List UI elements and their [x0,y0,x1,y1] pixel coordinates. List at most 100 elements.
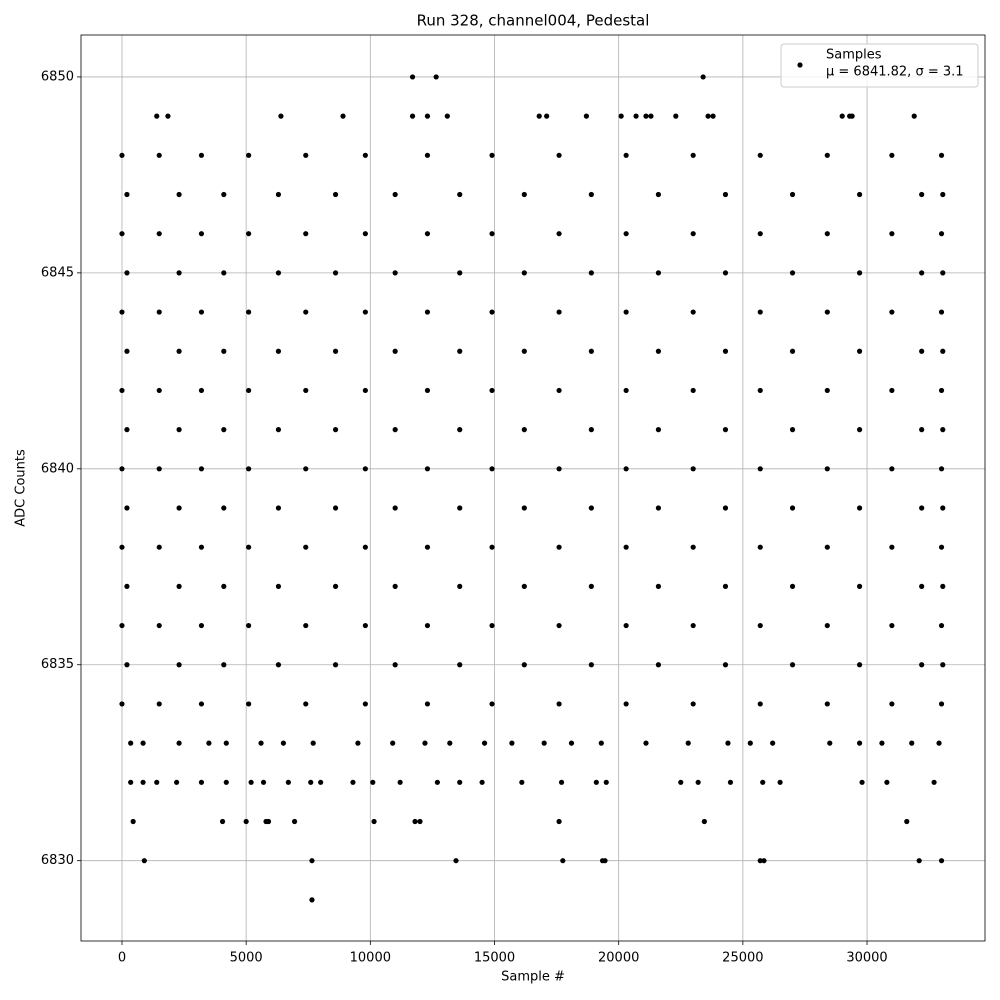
data-point [198,152,205,158]
data-point [165,113,171,119]
data-point [424,387,431,394]
data-point [243,818,249,825]
data-point [757,387,763,394]
data-point [258,740,264,746]
data-point [747,740,753,746]
data-point [588,191,594,198]
data-point [722,270,729,276]
data-point [176,270,182,276]
data-point [722,191,729,198]
data-point [422,740,428,746]
data-point [655,427,662,433]
data-point [655,662,662,668]
data-point [856,427,863,433]
data-point [602,858,608,864]
data-point [936,740,942,746]
data-point [761,858,767,864]
data-point [521,191,527,198]
data-point [623,231,629,237]
data-point [556,466,562,472]
data-point [824,309,830,315]
data-point [583,113,589,119]
data-point [940,348,946,354]
data-point [221,191,227,198]
data-point [362,544,368,550]
data-point [409,74,416,80]
data-point [556,701,562,707]
data-point [176,662,182,668]
data-point [206,740,212,746]
x-tick-label: 20000 [598,951,639,966]
y-tick-label: 6835 [41,657,74,672]
data-point [856,191,863,198]
data-point [690,309,696,315]
data-point [556,622,562,629]
data-point [588,348,594,354]
data-point [457,427,463,433]
data-point [198,779,205,785]
data-point [916,858,922,864]
data-point [392,505,398,511]
data-point [280,740,287,746]
data-point [156,152,162,158]
data-point [221,348,227,354]
data-point [278,113,284,119]
data-point [479,779,485,785]
data-point [119,622,125,629]
data-point [690,544,696,550]
data-point [392,662,398,668]
data-point [904,818,910,825]
y-tick-label: 6845 [41,265,74,280]
data-point [303,466,309,472]
data-point [643,113,649,119]
data-point [722,505,729,511]
data-point [124,583,130,589]
data-point [824,387,830,394]
data-point [789,505,796,511]
data-point [124,270,130,276]
data-point [889,309,895,315]
data-point [433,74,439,80]
data-point [246,622,252,629]
data-point [176,348,182,354]
data-point [275,505,282,511]
data-point [246,387,252,394]
data-point [725,740,731,746]
data-point [392,583,398,589]
data-point [128,740,134,746]
data-point [556,818,562,825]
data-point [556,544,562,550]
data-point [911,113,917,119]
data-point [124,427,130,433]
data-point [690,622,696,629]
data-point [722,427,729,433]
x-tick-label: 15000 [474,951,515,966]
data-point [156,466,162,472]
data-point [521,348,527,354]
data-point [174,779,180,785]
data-point [246,701,252,707]
data-point [588,270,594,276]
data-point [588,583,594,589]
data-point [849,113,855,119]
data-point [889,152,895,158]
data-point [938,858,945,864]
data-point [690,466,696,472]
data-point [789,270,796,276]
data-point [598,740,604,746]
data-point [362,466,368,472]
data-point [824,152,830,158]
data-point [119,701,125,707]
data-point [275,191,282,198]
data-point [757,309,763,315]
x-tick-label: 30000 [846,951,887,966]
legend-annotation: μ = 6841.82, σ = 3.1 [826,65,964,80]
data-point [303,231,309,237]
data-point [519,779,525,785]
data-point [489,152,495,158]
data-point [198,309,205,315]
data-point [757,701,763,707]
data-point [690,701,696,707]
data-point [340,113,346,119]
data-point [558,779,565,785]
